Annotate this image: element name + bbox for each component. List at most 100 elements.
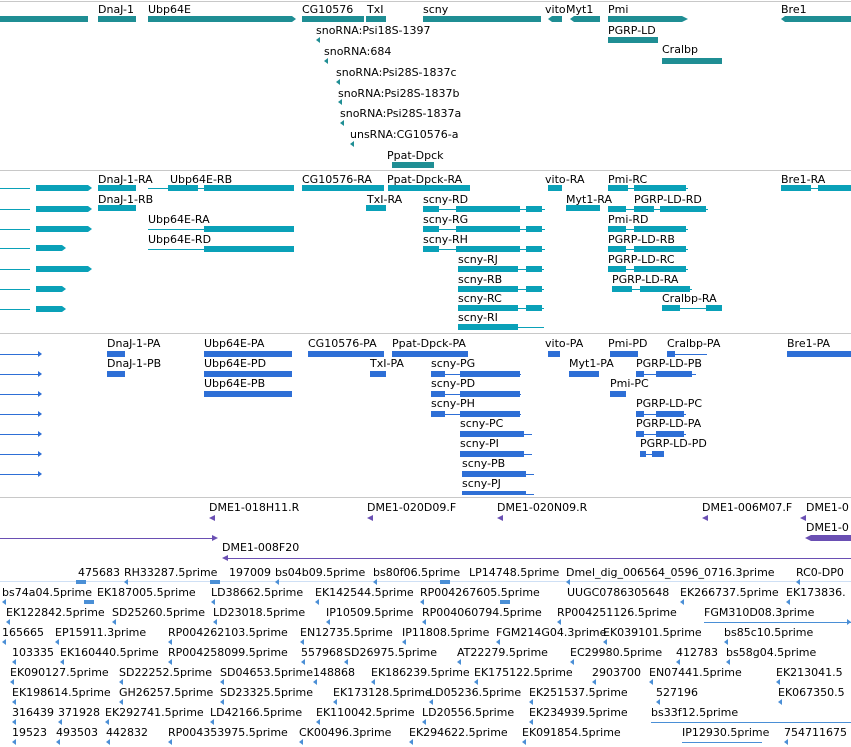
est-label[interactable]: FGM214G04.3prime (496, 626, 607, 639)
est-label[interactable]: EK090127.5prime (10, 666, 109, 679)
clone-label[interactable]: DME1-020D09.F (367, 501, 457, 514)
est-label[interactable]: RP004267605.5prime (420, 586, 540, 599)
est-label[interactable]: 316439 (12, 706, 54, 719)
transcript-label[interactable]: DnaJ-1-RB (98, 193, 154, 206)
est-label[interactable]: SD23325.5prime (220, 686, 313, 699)
protein-label[interactable]: Pmi-PC (610, 377, 649, 390)
gene-label[interactable]: Pmi (608, 3, 629, 16)
transcript-label[interactable]: PGRP-LD-RD (634, 193, 702, 206)
gene-label[interactable]: CG10576 (302, 3, 354, 16)
est-label[interactable]: EK122842.5prime (6, 606, 105, 619)
protein-label[interactable]: DnaJ-1-PB (107, 357, 162, 370)
est-label[interactable]: RH33287.5prime (124, 566, 218, 579)
transcript-label[interactable]: Pmi-RD (608, 213, 649, 226)
est-label[interactable]: EK039101.5prime (603, 626, 702, 639)
transcript-label[interactable]: scny-RH (423, 233, 468, 246)
est-label[interactable]: LD23018.5prime (213, 606, 306, 619)
est-label[interactable]: FGM310D08.3prime (704, 606, 815, 619)
protein-label[interactable]: DnaJ-1-PA (107, 337, 161, 350)
protein-label[interactable]: scny-PJ (462, 477, 501, 490)
protein-label[interactable]: vito-PA (545, 337, 584, 350)
transcript-label[interactable]: scny-RB (458, 273, 503, 286)
protein-label[interactable]: PGRP-LD-PA (636, 417, 702, 430)
est-label[interactable]: EK213041.5 (776, 666, 843, 679)
est-label[interactable]: 442832 (106, 726, 148, 739)
est-label[interactable]: EK294622.5prime (409, 726, 508, 739)
protein-label[interactable]: Ppat-Dpck-PA (392, 337, 466, 350)
clone-label[interactable]: DME1-018H11.R (209, 501, 300, 514)
protein-label[interactable]: Myt1-PA (569, 357, 614, 370)
clone-label[interactable]: DME1-008F20 (222, 541, 300, 554)
est-label[interactable]: RC0-DP0 (796, 566, 844, 579)
gene-label[interactable]: DnaJ-1 (98, 3, 135, 16)
est-label[interactable]: EK173128.5prime (333, 686, 432, 699)
est-label[interactable]: IP11808.5prime (402, 626, 490, 639)
clone-label[interactable]: DME1-006M07.F (702, 501, 793, 514)
est-label[interactable]: EK292741.5prime (105, 706, 204, 719)
est-label[interactable]: EN07441.5prime (649, 666, 742, 679)
transcript-label[interactable]: scny-RJ (458, 253, 498, 266)
est-glyphs[interactable] (0, 562, 851, 747)
est-label[interactable]: LP14748.5prime (469, 566, 560, 579)
protein-label[interactable]: scny-PC (460, 417, 504, 430)
est-label[interactable]: Dmel_dig_006564_0596_0716.3prime (566, 566, 775, 579)
est-label[interactable]: LD05236.5prime (429, 686, 522, 699)
gene-glyphs[interactable] (0, 0, 851, 170)
est-label[interactable]: bs74a04.5prime (2, 586, 92, 599)
transcript-label[interactable]: scny-RD (423, 193, 469, 206)
est-label[interactable]: LD38662.5prime (211, 586, 304, 599)
est-label[interactable]: 165665 (2, 626, 44, 639)
est-label[interactable]: EK067350.5 (778, 686, 845, 699)
est-label[interactable]: EK266737.5prime (680, 586, 779, 599)
est-label[interactable]: 557968 (301, 646, 343, 659)
gene-label[interactable]: Cralbp (662, 43, 698, 56)
est-label[interactable]: SD25260.5prime (112, 606, 205, 619)
est-label[interactable]: UUGC0786305648 (567, 586, 670, 599)
transcript-label[interactable]: PGRP-LD-RA (612, 273, 679, 286)
est-label[interactable]: bs85c10.5prime (724, 626, 814, 639)
est-label[interactable]: AT22279.5prime (457, 646, 548, 659)
transcript-label[interactable]: Ubp64E-RB (170, 173, 233, 186)
transcript-label[interactable]: Myt1-RA (566, 193, 613, 206)
est-label[interactable]: LD20556.5prime (422, 706, 515, 719)
protein-label[interactable]: PGRP-LD-PC (636, 397, 703, 410)
est-label[interactable]: SD04653.5prime (220, 666, 313, 679)
gene-label[interactable]: snoRNA:Psi28S-1837b (338, 87, 460, 100)
transcript-label[interactable]: Ubp64E-RA (148, 213, 210, 226)
transcript-label[interactable]: Ubp64E-RD (148, 233, 212, 246)
est-label[interactable]: EK142544.5prime (315, 586, 414, 599)
transcript-label[interactable]: Cralbp-RA (662, 292, 717, 305)
est-label[interactable]: 475683 (78, 566, 120, 579)
est-label[interactable]: EP15911.3prime (55, 626, 147, 639)
est-label[interactable]: EK173836. (786, 586, 846, 599)
protein-label[interactable]: PGRP-LD-PB (636, 357, 702, 370)
transcript-label[interactable]: TxI-RA (367, 193, 403, 206)
protein-glyphs[interactable] (0, 334, 851, 497)
est-label[interactable]: 371928 (58, 706, 100, 719)
est-label[interactable]: SD22252.5prime (119, 666, 212, 679)
est-label[interactable]: 19523 (12, 726, 47, 739)
gene-label[interactable]: snoRNA:Psi28S-1837c (336, 66, 457, 79)
est-label[interactable]: bs80f06.5prime (373, 566, 461, 579)
est-label[interactable]: 412783 (676, 646, 718, 659)
est-label[interactable]: EK186239.5prime (371, 666, 470, 679)
transcript-label[interactable]: DnaJ-1-RA (98, 173, 153, 186)
clone-label[interactable]: DME1-0 (806, 521, 849, 534)
transcript-label[interactable]: scny-RG (423, 213, 469, 226)
gene-label[interactable]: snoRNA:Psi18S-1397 (316, 24, 431, 37)
clone-label[interactable]: DME1-020N09.R (497, 501, 588, 514)
transcript-label[interactable]: scny-RC (458, 292, 502, 305)
clone-glyphs[interactable] (0, 498, 851, 562)
protein-label[interactable]: Ubp64E-PA (204, 337, 265, 350)
est-label[interactable]: EK251537.5prime (529, 686, 628, 699)
transcript-label[interactable]: Bre1-RA (781, 173, 826, 186)
est-label[interactable]: EK234939.5prime (529, 706, 628, 719)
gene-label[interactable]: Bre1 (781, 3, 807, 16)
est-label[interactable]: IP12930.5prime (682, 726, 770, 739)
est-label[interactable]: EK091854.5prime (522, 726, 621, 739)
gene-label[interactable]: scny (423, 3, 449, 16)
est-label[interactable]: 197009 (229, 566, 271, 579)
est-label[interactable]: 527196 (656, 686, 698, 699)
est-label[interactable]: bs33f12.5prime (651, 706, 739, 719)
est-label[interactable]: RP004262103.5prime (168, 626, 288, 639)
